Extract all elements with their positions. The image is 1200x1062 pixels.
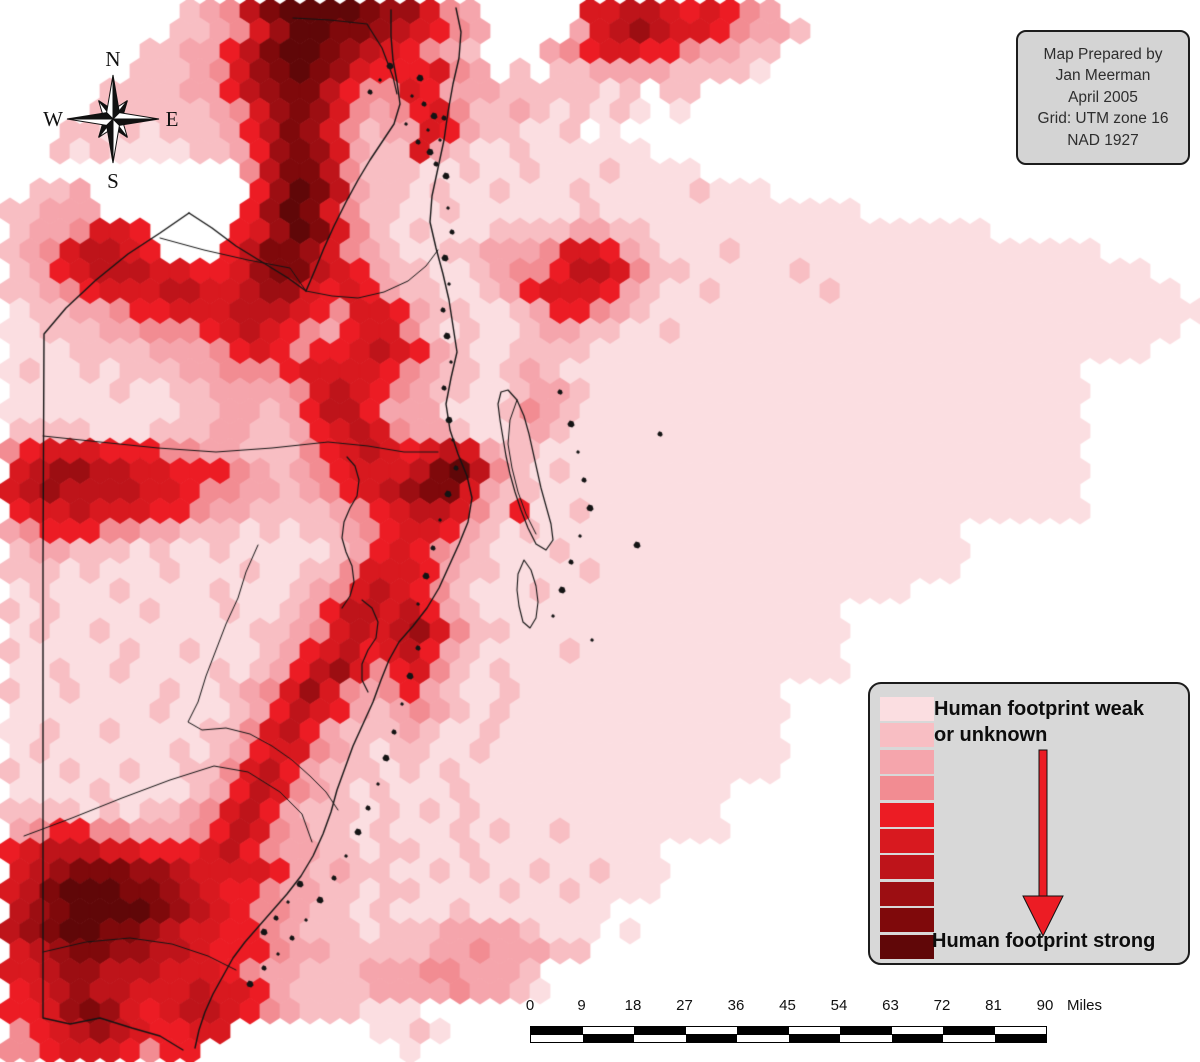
scale-bar-segment bbox=[582, 1027, 634, 1034]
legend-color-ramp bbox=[880, 697, 934, 961]
map-credits-line: April 2005 bbox=[1068, 88, 1138, 106]
scale-bar-segment bbox=[891, 1027, 943, 1034]
legend-swatch-class-5 bbox=[880, 802, 934, 827]
scale-bar-segment bbox=[737, 1027, 789, 1034]
scale-bar-segment bbox=[840, 1027, 892, 1034]
scale-bar: 0 9 18 27 36 45 54 63 72 81 90 Miles bbox=[520, 997, 1160, 1047]
legend-swatch-class-9 bbox=[880, 908, 934, 933]
scale-bar-segment bbox=[891, 1035, 943, 1042]
scale-bar-segment bbox=[943, 1027, 995, 1034]
legend-swatch-class-4 bbox=[880, 776, 934, 801]
scale-bar-ruler bbox=[530, 1026, 1047, 1043]
scale-tick-label: 27 bbox=[676, 997, 693, 1014]
scale-bar-segment bbox=[531, 1035, 583, 1042]
scale-tick-label: 90 bbox=[1036, 997, 1054, 1014]
scale-unit-label: Miles bbox=[1067, 997, 1103, 1014]
scale-bar-segment bbox=[634, 1027, 686, 1034]
compass-west-label: W bbox=[43, 107, 63, 131]
legend-swatch-class-10 bbox=[880, 934, 934, 959]
map-credits-line: Map Prepared by bbox=[1043, 46, 1163, 64]
legend-swatch-class-7 bbox=[880, 855, 934, 880]
scale-bar-segment bbox=[788, 1027, 840, 1034]
scale-tick-label: 18 bbox=[624, 997, 642, 1014]
map-credits-box: Map Prepared by Jan Meerman April 2005 Grid… bbox=[1016, 30, 1190, 165]
legend-label-weak-line1: Human footprint weak bbox=[934, 698, 1145, 720]
scale-tick-label: 9 bbox=[577, 997, 586, 1014]
compass-south-label: S bbox=[107, 169, 119, 193]
map-credits-line: Jan Meerman bbox=[1055, 67, 1151, 85]
scale-bar-segment bbox=[685, 1027, 737, 1034]
scale-bar-segment bbox=[531, 1027, 583, 1034]
scale-bar-segment bbox=[994, 1035, 1046, 1042]
legend-label-weak: Human footprint weak or unknown bbox=[934, 696, 1184, 748]
scale-tick-label: 63 bbox=[882, 997, 899, 1014]
scale-bar-segment bbox=[582, 1035, 634, 1042]
legend-swatch-class-3 bbox=[880, 749, 934, 774]
compass-rose: N S E W bbox=[43, 47, 179, 193]
scale-bar-segment bbox=[943, 1035, 995, 1042]
legend-label-strong: Human footprint strong bbox=[932, 930, 1156, 952]
scale-bar-segment bbox=[685, 1035, 737, 1042]
scale-tick-label: 54 bbox=[830, 997, 848, 1014]
legend-swatch-class-1 bbox=[880, 697, 934, 721]
legend-swatch-class-8 bbox=[880, 881, 934, 906]
legend-swatch-class-2 bbox=[880, 723, 934, 748]
scale-tick-label: 45 bbox=[779, 997, 796, 1014]
scale-bar-segment bbox=[840, 1035, 892, 1042]
scale-bar-segment bbox=[788, 1035, 840, 1042]
scale-bar-segment bbox=[737, 1035, 789, 1042]
scale-tick-label: 36 bbox=[727, 997, 745, 1014]
legend-swatch-class-6 bbox=[880, 828, 934, 853]
scale-tick-label: 81 bbox=[985, 997, 1002, 1014]
scale-tick-label: 0 bbox=[525, 997, 535, 1014]
legend-label-weak-line2: or unknown bbox=[934, 724, 1048, 746]
compass-north-label: N bbox=[105, 47, 120, 71]
legend-gradient-arrow-icon bbox=[1022, 749, 1064, 938]
scale-tick-label: 72 bbox=[933, 997, 951, 1014]
scale-bar-segment bbox=[634, 1035, 686, 1042]
scale-bar-segment bbox=[994, 1027, 1046, 1034]
map-credits-line: Grid: UTM zone 16 bbox=[1037, 110, 1169, 128]
compass-east-label: E bbox=[166, 107, 179, 131]
compass-star-icon bbox=[66, 74, 160, 164]
map-credits-line: NAD 1927 bbox=[1067, 131, 1139, 149]
legend: Human footprint weak or unknown Human fo… bbox=[868, 682, 1190, 965]
